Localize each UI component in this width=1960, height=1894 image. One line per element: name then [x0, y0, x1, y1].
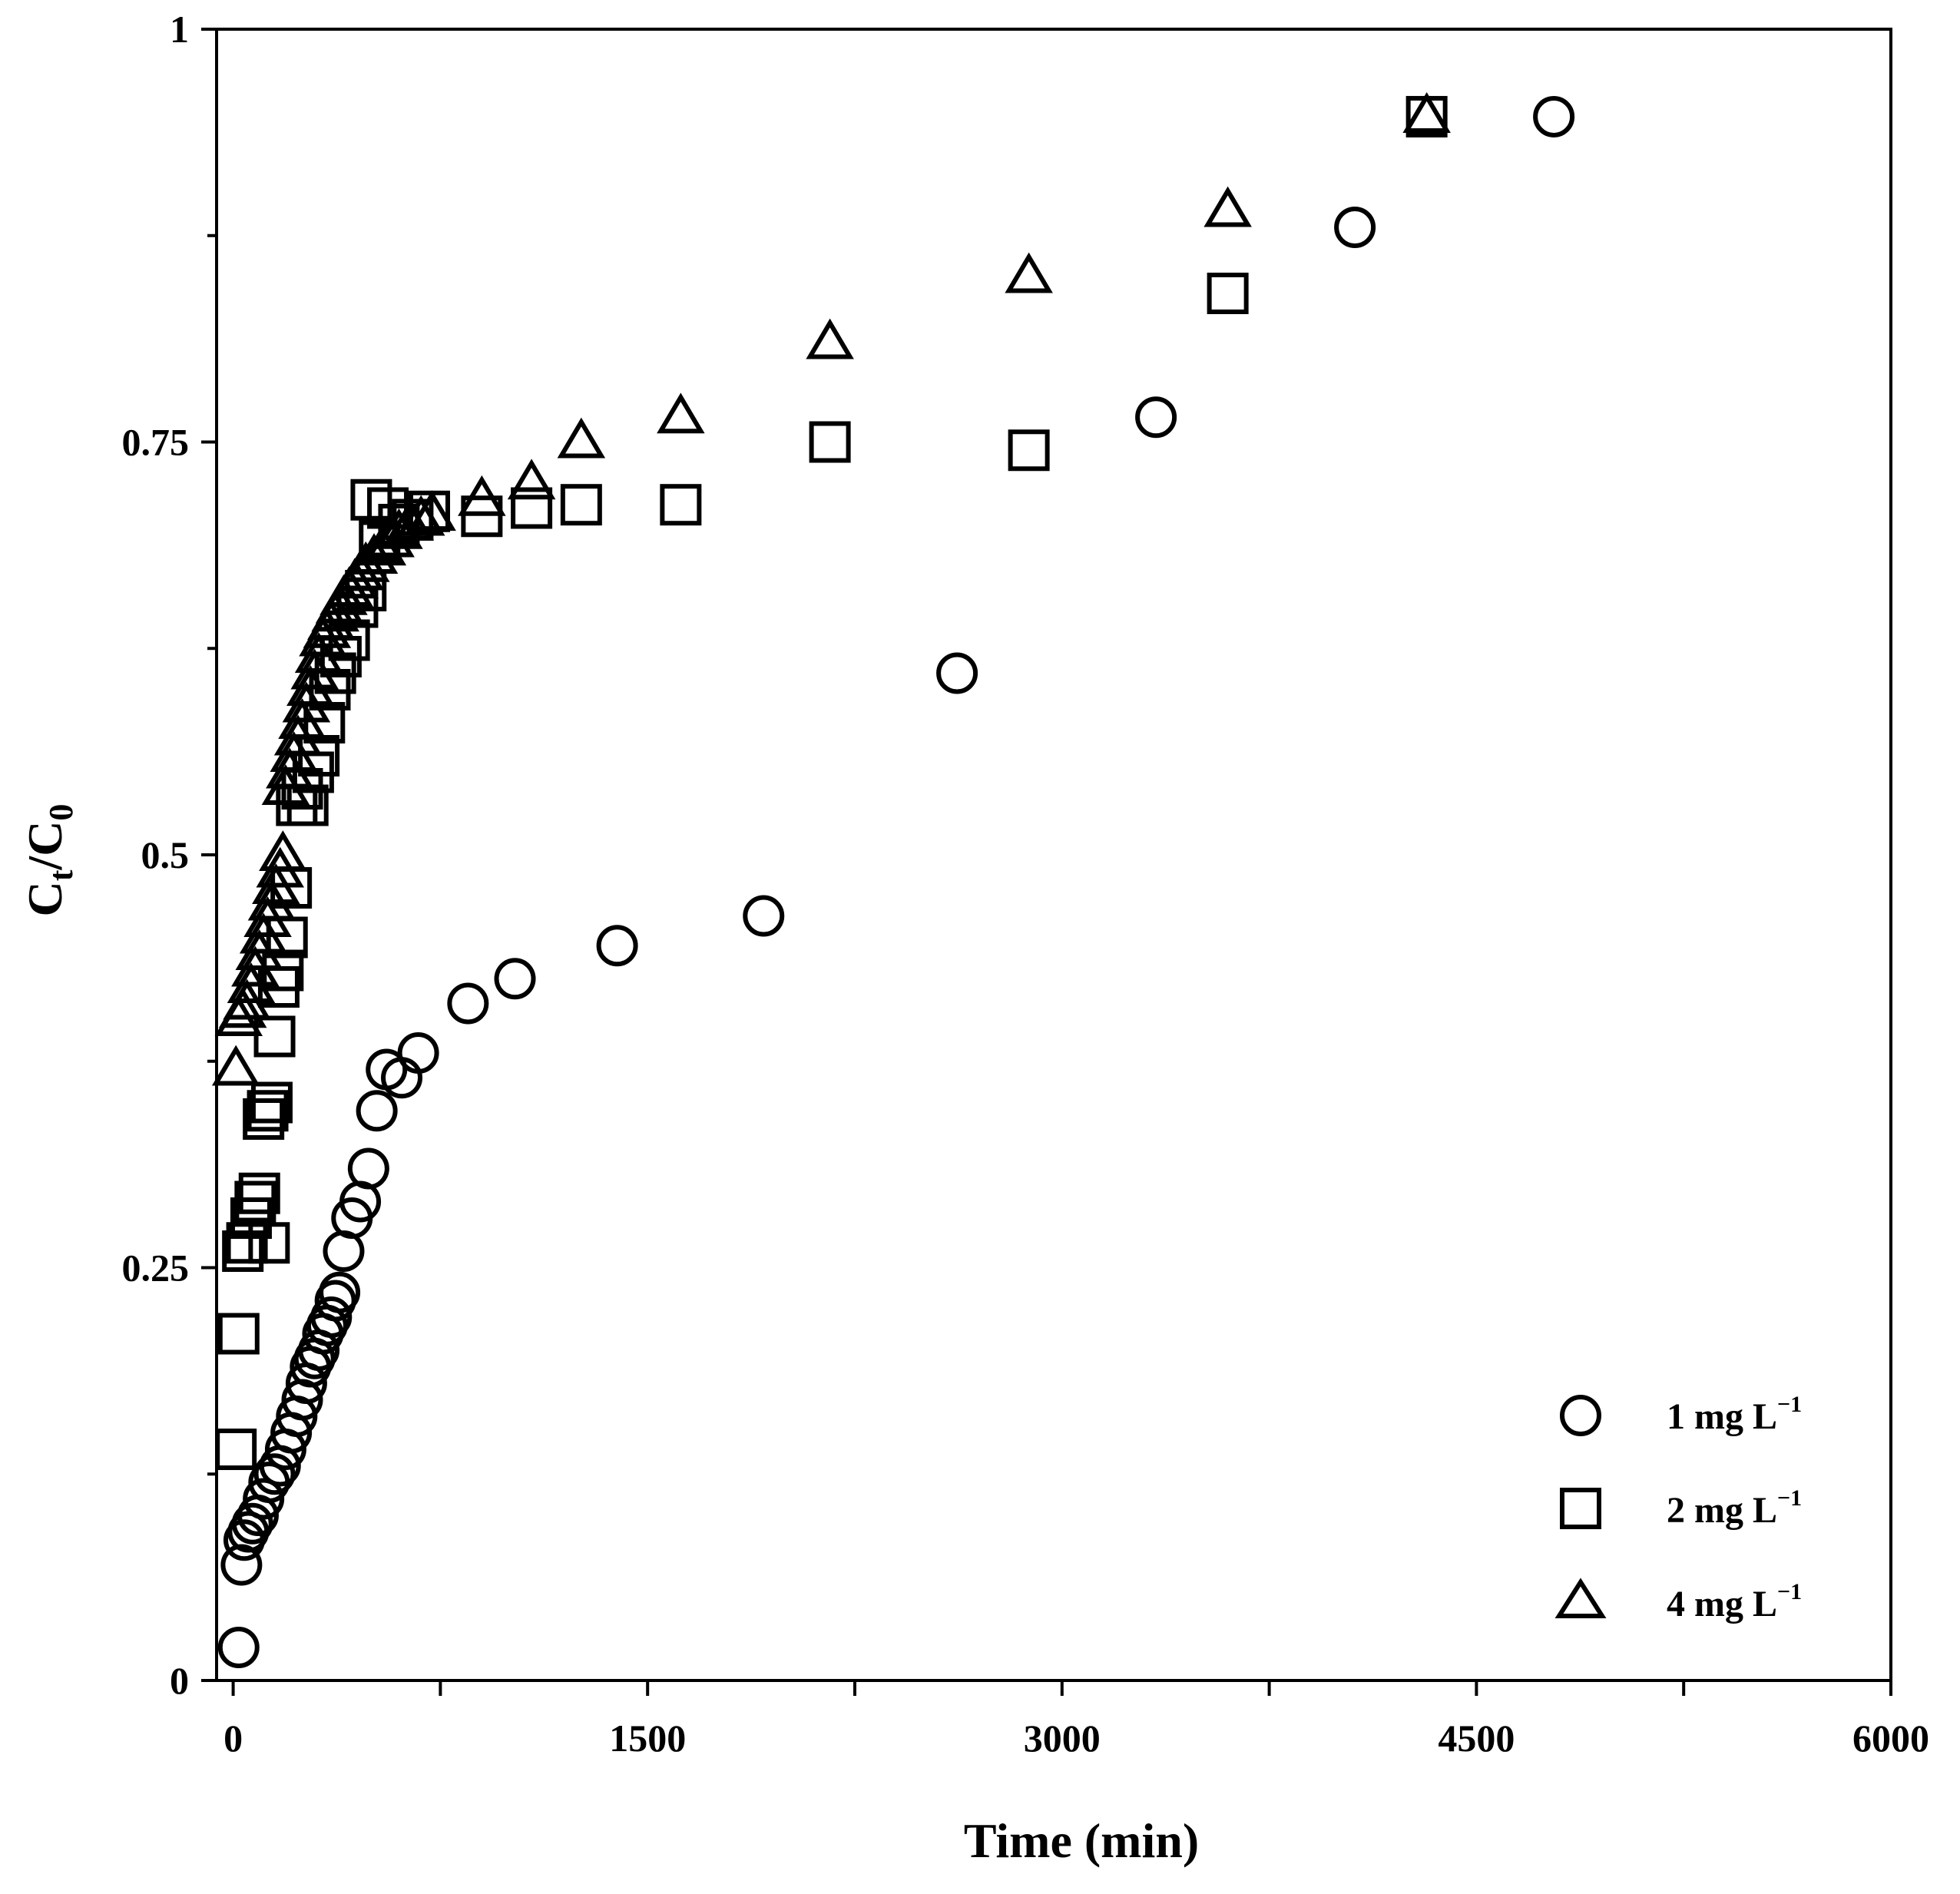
data-point-square [660, 484, 702, 526]
legend-marker-triangle [1554, 1578, 1607, 1618]
x-tick-label: 1500 [609, 1717, 686, 1760]
data-point-circle [1135, 396, 1177, 439]
data-point-triangle [396, 495, 445, 536]
data-point-triangle [259, 830, 307, 871]
data-point-square [250, 1081, 293, 1124]
data-point-circle [1334, 207, 1376, 248]
x-axis-title: Time (min) [964, 1813, 1199, 1868]
x-tick-label: 3000 [1024, 1717, 1101, 1760]
data-point-square [253, 1015, 296, 1058]
data-point-square [238, 1172, 280, 1214]
data-markers [211, 92, 1575, 1668]
data-point-circle [319, 1271, 361, 1313]
y-title-sub-t: t [42, 869, 80, 881]
y-tick-label: 0.5 [141, 833, 190, 876]
data-point-circle [494, 958, 536, 1000]
data-point-square [461, 495, 503, 538]
legend-marker-square [1560, 1488, 1601, 1529]
legend-label-2: 2 mg L−1 [1667, 1485, 1802, 1531]
plot-area-border [215, 28, 1892, 1682]
data-point-circle [596, 925, 638, 967]
data-point-triangle [386, 500, 435, 541]
data-point-square [560, 484, 602, 526]
y-tick-label: 0.75 [122, 421, 190, 464]
data-point-square [1207, 273, 1249, 314]
y-title-c: C [18, 881, 72, 916]
data-point-square [215, 1429, 257, 1470]
x-tick-label: 4500 [1438, 1717, 1515, 1760]
data-point-triangle [458, 475, 506, 516]
data-point-circle [220, 1544, 263, 1586]
data-point-square [378, 504, 420, 545]
legend-marker-circle [1560, 1395, 1601, 1436]
data-point-triangle [1005, 252, 1053, 293]
data-point-triangle [211, 1045, 260, 1086]
y-tick-label: 1 [170, 8, 189, 51]
y-axis: 0 0.25 0.5 0.75 1 [122, 8, 217, 1702]
data-point-circle [243, 1478, 285, 1520]
data-point-circle [743, 895, 785, 937]
data-point-square [234, 1180, 276, 1223]
x-axis: 0 1500 3000 4500 6000 [223, 1680, 1929, 1760]
x-tick-label: 0 [223, 1717, 243, 1760]
data-point-square [217, 1313, 260, 1355]
data-point-circle [253, 1453, 296, 1495]
y-title-slash-c: /C [18, 821, 72, 871]
data-point-square [1008, 429, 1050, 472]
data-point-circle [936, 652, 978, 694]
series-3 [211, 92, 1451, 1086]
y-tick-label: 0 [170, 1659, 189, 1702]
legend: 1 mg L−1 2 mg L−1 4 mg L−1 [1554, 1392, 1802, 1624]
data-point-circle [397, 1032, 439, 1074]
data-point-triangle [1203, 186, 1252, 227]
data-point-square [247, 1090, 289, 1132]
legend-label-3: 4 mg L−1 [1667, 1579, 1802, 1624]
data-point-triangle [1402, 92, 1451, 133]
data-point-circle [447, 982, 489, 1025]
series-1 [217, 95, 1575, 1668]
data-point-square [222, 1230, 264, 1272]
series-2 [215, 95, 1448, 1470]
data-point-triangle [507, 459, 556, 500]
data-point-triangle [408, 490, 456, 531]
y-axis-title: Ct/C0 [18, 804, 80, 917]
data-point-square [248, 1222, 290, 1264]
data-point-circle [347, 1147, 389, 1190]
y-tick-label: 0.25 [122, 1247, 190, 1290]
data-point-square [511, 487, 553, 529]
data-point-triangle [657, 392, 705, 434]
data-point-square [226, 1222, 268, 1264]
data-point-circle [231, 1502, 273, 1545]
plot-frame [215, 28, 1892, 1682]
x-tick-label: 6000 [1852, 1717, 1929, 1760]
data-point-square [809, 421, 851, 463]
y-title-sub-0: 0 [42, 804, 80, 821]
data-point-circle [217, 1627, 260, 1668]
data-point-circle [356, 1090, 398, 1132]
legend-label-1: 1 mg L−1 [1667, 1392, 1802, 1437]
data-point-triangle [806, 318, 854, 359]
data-point-triangle [557, 417, 606, 459]
data-point-circle [310, 1296, 353, 1338]
data-point-circle [1533, 95, 1575, 137]
